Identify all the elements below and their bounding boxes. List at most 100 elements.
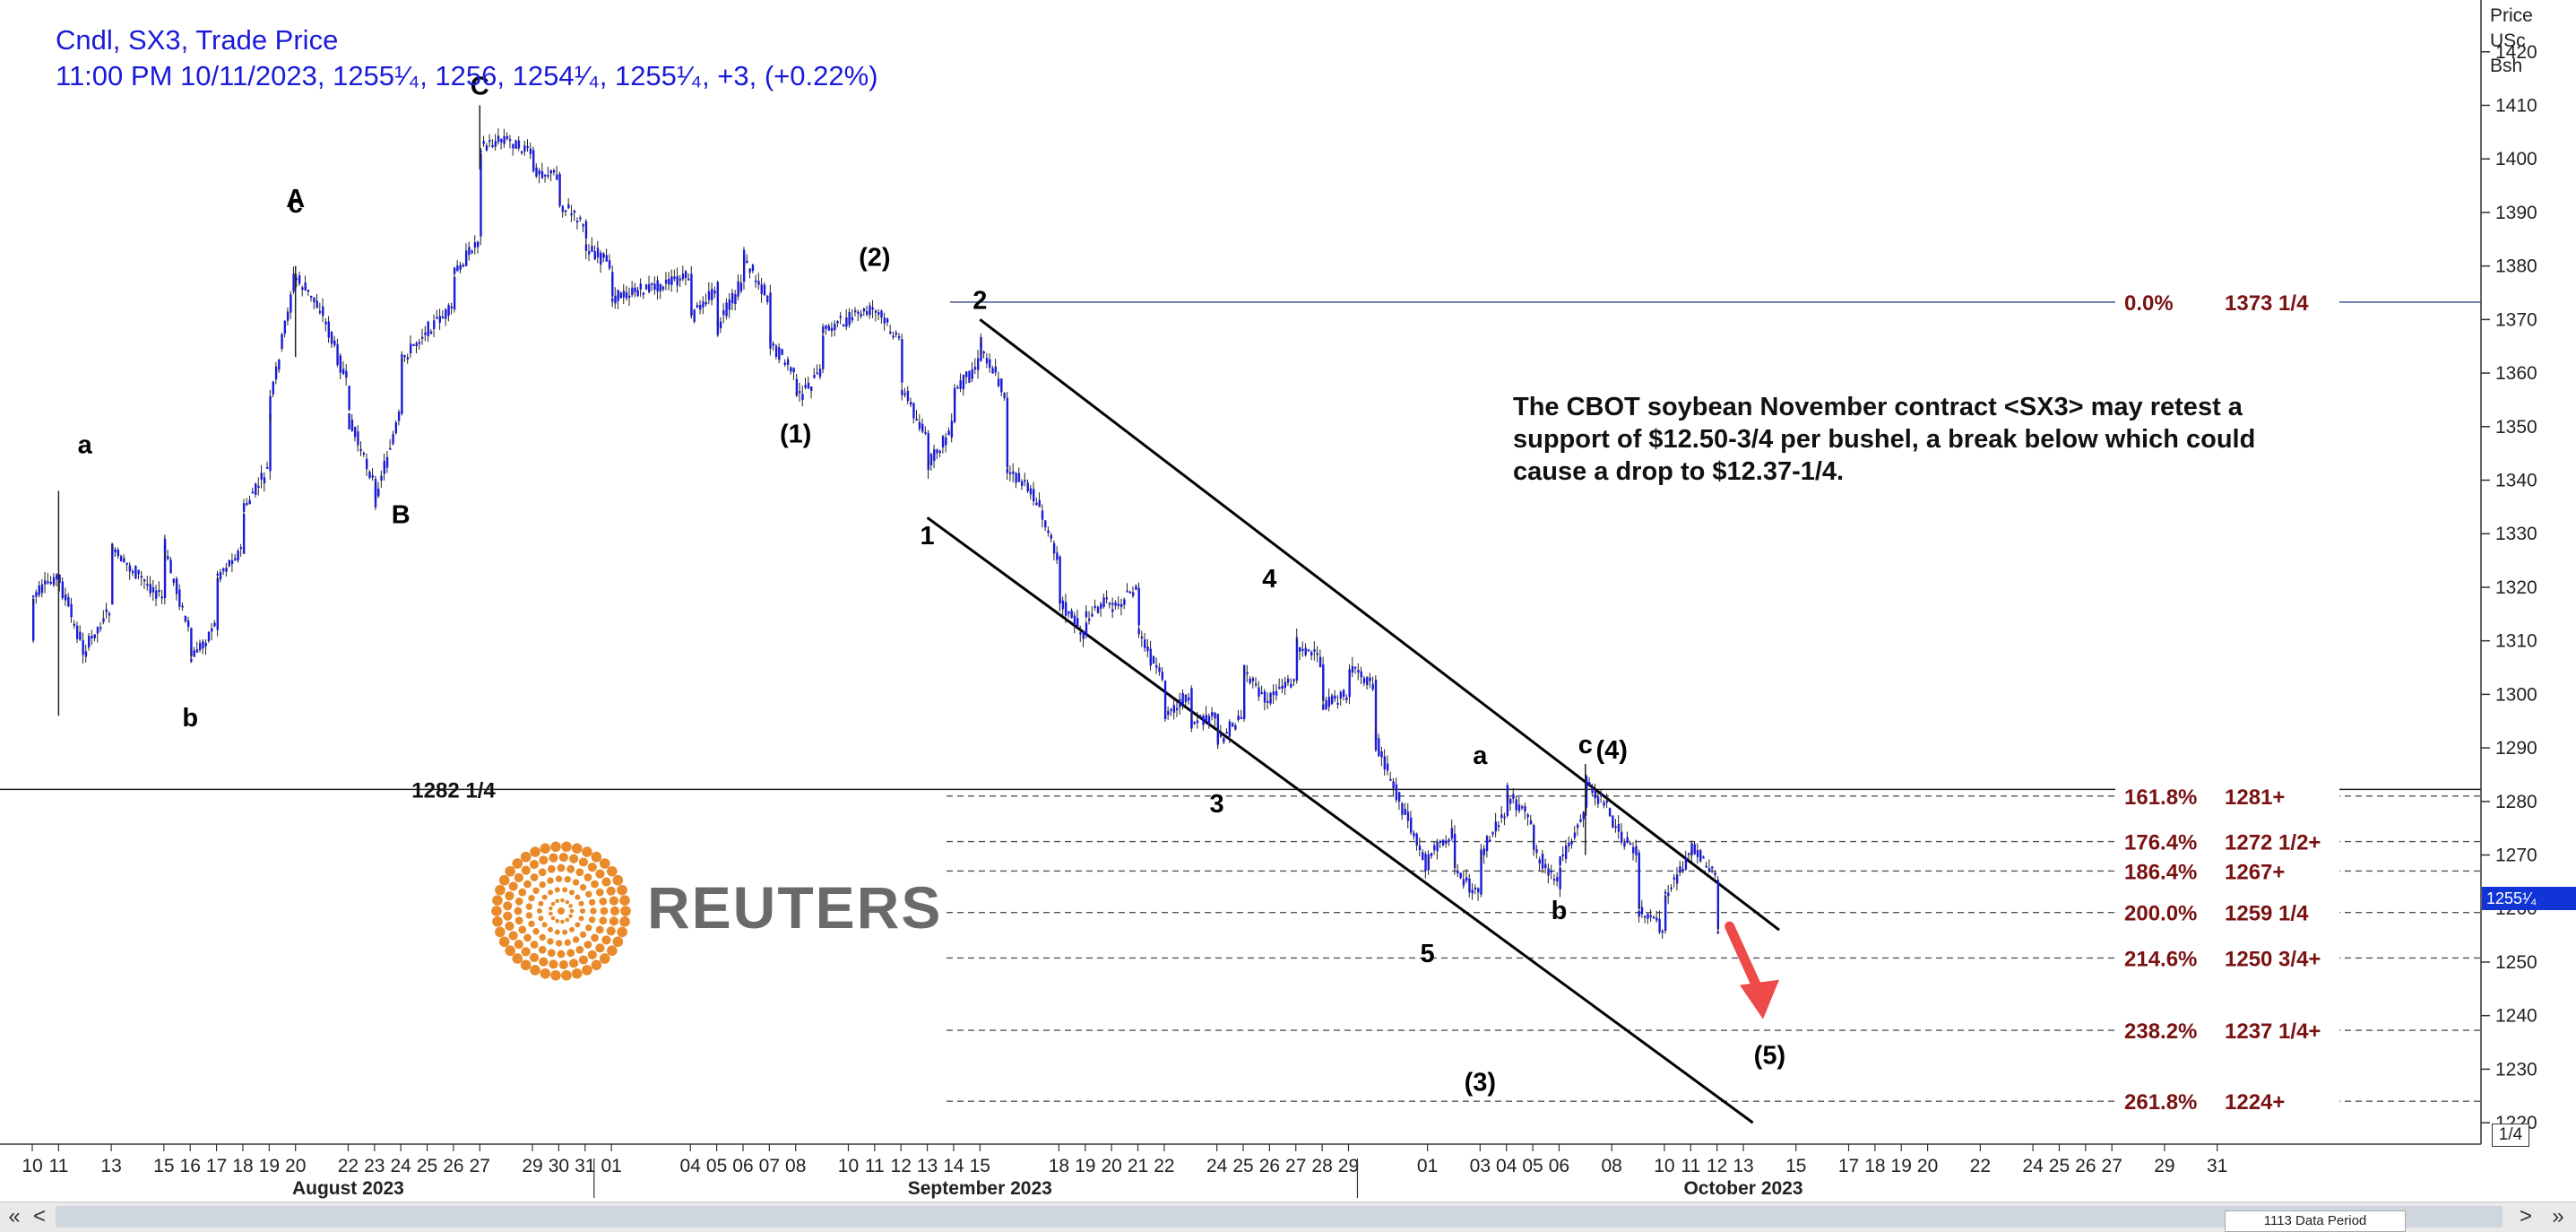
candle-body <box>1123 599 1126 605</box>
logo-dot <box>578 955 589 965</box>
scroll-last-icon[interactable]: » <box>2552 1204 2564 1228</box>
logo-dot <box>532 887 540 894</box>
candle-body <box>602 253 605 258</box>
logo-dot <box>572 879 580 886</box>
candle-body <box>1146 646 1149 652</box>
candle-body <box>1415 833 1418 846</box>
candle-body <box>1714 872 1716 876</box>
price-line-label: 1282 1/4 <box>411 778 496 803</box>
candle-body <box>1623 842 1626 847</box>
logo-dot <box>550 841 561 853</box>
candle-body <box>362 452 366 455</box>
logo-dot <box>549 959 558 969</box>
ohlc-readout: 11:00 PM 10/11/2023, 1255¹⁄₄, 1256, 1254… <box>56 60 878 91</box>
candle-body <box>1316 653 1318 655</box>
candle-body <box>1059 599 1061 603</box>
candle-body <box>1190 720 1193 729</box>
candle-body <box>1632 846 1635 854</box>
logo-dot <box>575 868 584 877</box>
logo-dot <box>550 915 556 921</box>
logo-dot <box>569 854 579 863</box>
logo-dot <box>599 897 608 906</box>
logo-dot <box>549 853 558 863</box>
logo-dot <box>555 898 560 904</box>
x-tick-label: 10 <box>22 1156 42 1176</box>
scroll-right-icon[interactable]: > <box>2519 1204 2532 1228</box>
logo-dot <box>557 863 566 872</box>
candle-body <box>38 585 40 595</box>
logo-dot <box>583 873 592 881</box>
candle-body <box>1673 877 1676 880</box>
candle-body <box>1029 488 1033 495</box>
candle-body <box>739 282 743 291</box>
candle-body <box>755 280 757 282</box>
candle-body <box>1050 534 1053 539</box>
logo-dot <box>505 921 514 932</box>
candle-body <box>883 317 886 324</box>
candle-body <box>964 371 968 377</box>
candle-body <box>933 449 936 462</box>
fib-price-label: 1259 1/4 <box>2225 902 2309 926</box>
candle-body <box>1094 605 1096 608</box>
candle-body <box>1594 791 1596 799</box>
candle-body <box>1485 836 1489 852</box>
candle-body <box>1688 853 1690 855</box>
y-tick-label: 1330 <box>2495 524 2537 544</box>
candle-body <box>670 276 673 285</box>
candle-body <box>155 590 158 599</box>
candle-body <box>825 325 827 329</box>
candle-body <box>1307 649 1310 652</box>
candle-body <box>1199 715 1202 717</box>
candle-body <box>564 210 567 213</box>
candle-body <box>433 320 436 329</box>
scroll-first-icon[interactable]: « <box>8 1204 21 1228</box>
candle-body <box>316 300 318 308</box>
candle-body <box>242 503 246 512</box>
candle-body <box>1286 678 1290 683</box>
candle-body <box>822 335 825 369</box>
x-tick-label: 15 <box>1785 1156 1806 1176</box>
candle-body <box>874 310 877 313</box>
candle-body <box>556 174 558 180</box>
logo-dot <box>587 863 597 872</box>
logo-dot <box>599 916 608 925</box>
time-scrollbar[interactable]: « < 1113 Data Period > » <box>0 1202 2576 1232</box>
candle-body <box>1658 918 1661 933</box>
candle-body <box>1579 819 1582 822</box>
candle-body <box>453 267 456 274</box>
candle-body <box>584 221 588 239</box>
candle-body <box>163 543 167 598</box>
scrollbar-track[interactable]: 1113 Data Period <box>56 1206 2503 1232</box>
x-tick-label: 17 <box>206 1156 227 1176</box>
candle-body <box>1038 499 1041 508</box>
candle-body <box>596 247 600 258</box>
x-tick-label: 01 <box>1417 1156 1438 1176</box>
fib-percent-label: 214.6% <box>2124 947 2197 971</box>
candle-body <box>380 475 383 481</box>
candle-body <box>1243 673 1246 676</box>
x-tick-label: 15 <box>153 1156 174 1176</box>
zoom-button[interactable]: 1/4 <box>2492 1124 2529 1147</box>
candle-body <box>366 458 368 470</box>
logo-dot <box>549 911 553 916</box>
wave-label: (2) <box>859 244 890 273</box>
candle-body <box>1131 592 1135 596</box>
candle-body <box>330 332 333 344</box>
candle-body <box>397 412 401 421</box>
candle-body <box>409 343 412 354</box>
candle-body <box>73 623 76 626</box>
time-axis[interactable]: 10 11 13 15 16 17 18 19 20 22 23 24 25 26 27 29 30 31 01 04… <box>0 1143 2481 1199</box>
candle-body <box>696 305 699 308</box>
price-axis[interactable]: 1220123012401250126012701280129013001310… <box>2480 0 2537 1144</box>
candle-body <box>1219 733 1223 737</box>
candle-body <box>1243 664 1246 719</box>
candle-body <box>514 140 517 149</box>
candle-body <box>1008 472 1012 474</box>
logo-dot <box>565 917 570 923</box>
fib-price-label: 1272 1/2+ <box>2225 831 2321 855</box>
candle-body <box>318 310 322 313</box>
scroll-left-icon[interactable]: < <box>32 1204 46 1228</box>
candle-body <box>1716 931 1720 933</box>
fib-percent-label: 176.4% <box>2124 831 2197 855</box>
